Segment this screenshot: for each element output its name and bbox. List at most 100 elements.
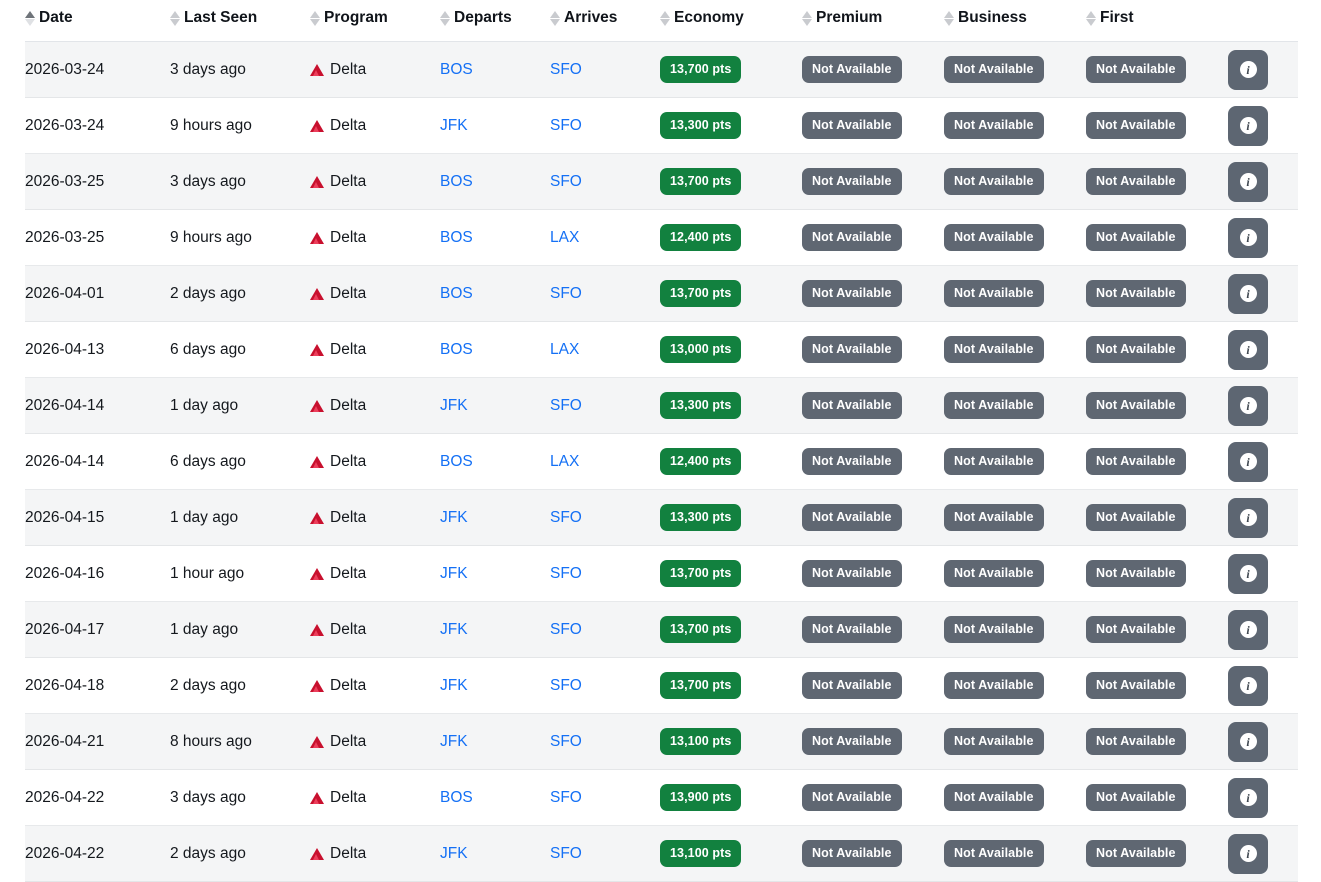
table-row[interactable]: 2026-03-25 9 hours ago Delta BOS LAX 12,400 p…: [25, 209, 1298, 266]
economy-points-badge[interactable]: 13,300 pts: [660, 112, 742, 139]
sort-icon[interactable]: [170, 10, 181, 27]
column-header-arrives[interactable]: Arrives: [550, 0, 660, 42]
row-info-button[interactable]: i: [1228, 329, 1268, 370]
arrives-airport-link[interactable]: SFO: [550, 508, 582, 526]
sort-ascending-icon[interactable]: [25, 10, 36, 27]
arrives-airport-link[interactable]: SFO: [550, 284, 582, 302]
economy-points-badge[interactable]: 13,300 pts: [660, 504, 742, 531]
row-info-button[interactable]: i: [1228, 833, 1268, 874]
arrives-airport-link[interactable]: SFO: [550, 60, 582, 78]
row-info-button[interactable]: i: [1228, 721, 1268, 762]
economy-points-badge[interactable]: 13,700 pts: [660, 560, 742, 587]
table-row[interactable]: 2026-04-13 6 days ago Delta BOS LAX 13,000 pt…: [25, 321, 1298, 378]
departs-airport-link[interactable]: JFK: [440, 564, 468, 582]
table-row[interactable]: 2026-04-17 1 day ago Delta JFK SFO 13,700 pts…: [25, 601, 1298, 658]
sort-icon[interactable]: [944, 10, 955, 27]
arrives-airport-link[interactable]: SFO: [550, 788, 582, 806]
departs-airport-link[interactable]: JFK: [440, 396, 468, 414]
departs-airport-link[interactable]: JFK: [440, 508, 468, 526]
delta-triangle-logo-icon: [310, 679, 324, 693]
economy-points-badge[interactable]: 13,700 pts: [660, 168, 742, 195]
column-header-program[interactable]: Program: [310, 0, 440, 42]
economy-points-badge[interactable]: 13,900 pts: [660, 784, 742, 811]
sort-icon[interactable]: [1086, 10, 1097, 27]
row-info-button[interactable]: i: [1228, 49, 1268, 90]
economy-points-badge[interactable]: 13,700 pts: [660, 616, 742, 643]
row-info-button[interactable]: i: [1228, 161, 1268, 202]
sort-icon[interactable]: [550, 10, 561, 27]
sort-icon[interactable]: [802, 10, 813, 27]
table-row[interactable]: 2026-04-16 1 hour ago Delta JFK SFO 13,700 pt…: [25, 545, 1298, 602]
arrives-airport-link[interactable]: SFO: [550, 620, 582, 638]
column-header-date[interactable]: Date: [25, 0, 170, 42]
arrives-airport-link[interactable]: LAX: [550, 228, 580, 246]
departs-airport-link[interactable]: BOS: [440, 452, 473, 470]
row-info-button[interactable]: i: [1228, 273, 1268, 314]
departs-airport-link[interactable]: BOS: [440, 172, 473, 190]
table-row[interactable]: 2026-04-22 2 days ago Delta JFK SFO 13,100 pt…: [25, 825, 1298, 882]
table-row[interactable]: 2026-03-24 9 hours ago Delta JFK SFO 13,300 p…: [25, 97, 1298, 154]
arrives-airport-link[interactable]: SFO: [550, 396, 582, 414]
table-row[interactable]: 2026-04-18 2 days ago Delta JFK SFO 13,700 pt…: [25, 657, 1298, 714]
arrives-airport-link[interactable]: SFO: [550, 676, 582, 694]
row-info-button[interactable]: i: [1228, 385, 1268, 426]
row-info-button[interactable]: i: [1228, 441, 1268, 482]
sort-icon[interactable]: [440, 10, 451, 27]
economy-points-badge[interactable]: 13,700 pts: [660, 672, 742, 699]
arrives-airport-link[interactable]: LAX: [550, 452, 580, 470]
departs-airport-link[interactable]: BOS: [440, 340, 473, 358]
last-seen-text: 9 hours ago: [170, 116, 252, 134]
departs-airport-link[interactable]: JFK: [440, 116, 468, 134]
arrives-airport-link[interactable]: SFO: [550, 116, 582, 134]
departs-airport-link[interactable]: JFK: [440, 844, 468, 862]
economy-points-badge[interactable]: 12,400 pts: [660, 448, 742, 475]
economy-points-badge[interactable]: 13,700 pts: [660, 280, 742, 307]
arrives-airport-link[interactable]: SFO: [550, 564, 582, 582]
column-header-first[interactable]: First: [1086, 0, 1228, 42]
economy-points-badge[interactable]: 13,700 pts: [660, 56, 742, 83]
table-row[interactable]: 2026-04-14 6 days ago Delta BOS LAX 12,400 pt…: [25, 433, 1298, 490]
column-header-departs[interactable]: Departs: [440, 0, 550, 42]
table-row[interactable]: 2026-04-15 1 day ago Delta JFK SFO 13,300 pts…: [25, 489, 1298, 546]
arrives-airport-link[interactable]: SFO: [550, 732, 582, 750]
departs-airport-link[interactable]: JFK: [440, 676, 468, 694]
business-status-badge: Not Available: [944, 784, 1044, 811]
row-info-button[interactable]: i: [1228, 105, 1268, 146]
table-row[interactable]: 2026-03-25 3 days ago Delta BOS SFO 13,700 pt…: [25, 153, 1298, 210]
table-row[interactable]: 2026-04-21 8 hours ago Delta JFK SFO 13,100 p…: [25, 713, 1298, 770]
row-info-button[interactable]: i: [1228, 777, 1268, 818]
arrives-airport-link[interactable]: SFO: [550, 172, 582, 190]
premium-status-badge: Not Available: [802, 560, 902, 587]
arrives-airport-link[interactable]: LAX: [550, 340, 580, 358]
row-info-button[interactable]: i: [1228, 665, 1268, 706]
row-info-button[interactable]: i: [1228, 497, 1268, 538]
departs-airport-link[interactable]: JFK: [440, 732, 468, 750]
row-info-button[interactable]: i: [1228, 609, 1268, 650]
table-row[interactable]: 2026-04-14 1 day ago Delta JFK SFO 13,300 pts…: [25, 377, 1298, 434]
premium-status-badge: Not Available: [802, 728, 902, 755]
arrives-airport-link[interactable]: SFO: [550, 844, 582, 862]
departs-airport-link[interactable]: BOS: [440, 788, 473, 806]
first-status-badge: Not Available: [1086, 56, 1186, 83]
column-header-last-seen[interactable]: Last Seen: [170, 0, 310, 42]
row-info-button[interactable]: i: [1228, 553, 1268, 594]
economy-points-badge[interactable]: 12,400 pts: [660, 224, 742, 251]
departs-airport-link[interactable]: BOS: [440, 60, 473, 78]
economy-points-badge[interactable]: 13,100 pts: [660, 840, 742, 867]
business-status-badge: Not Available: [944, 504, 1044, 531]
departs-airport-link[interactable]: BOS: [440, 284, 473, 302]
economy-points-badge[interactable]: 13,100 pts: [660, 728, 742, 755]
sort-icon[interactable]: [660, 10, 671, 27]
column-header-business[interactable]: Business: [944, 0, 1086, 42]
column-header-premium[interactable]: Premium: [802, 0, 944, 42]
economy-points-badge[interactable]: 13,000 pts: [660, 336, 742, 363]
departs-airport-link[interactable]: BOS: [440, 228, 473, 246]
row-info-button[interactable]: i: [1228, 217, 1268, 258]
sort-icon[interactable]: [310, 10, 321, 27]
economy-points-badge[interactable]: 13,300 pts: [660, 392, 742, 419]
table-row[interactable]: 2026-04-01 2 days ago Delta BOS SFO 13,700 pt…: [25, 265, 1298, 322]
column-header-economy[interactable]: Economy: [660, 0, 802, 42]
table-row[interactable]: 2026-04-22 3 days ago Delta BOS SFO 13,900 pt…: [25, 769, 1298, 826]
departs-airport-link[interactable]: JFK: [440, 620, 468, 638]
table-row[interactable]: 2026-03-24 3 days ago Delta BOS SFO 13,700 pt…: [25, 41, 1298, 98]
